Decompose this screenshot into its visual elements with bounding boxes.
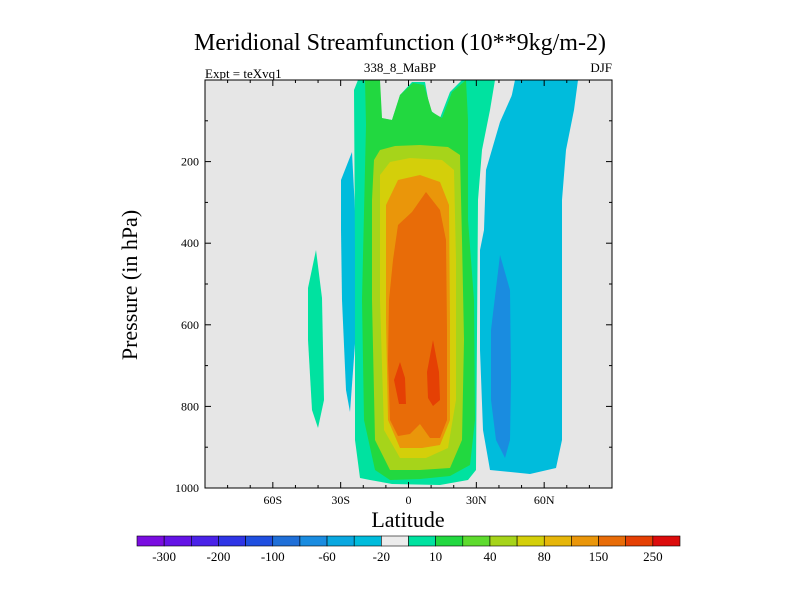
colorbar-swatch [191,535,219,547]
colorbar-swatch [462,535,491,547]
contour-nh-neg20-arm [484,95,522,250]
x-axis: 60S 30S 0 30N 60N [227,80,590,507]
colorbar-swatch [353,535,382,547]
contour-sh-outer-10 [308,250,324,428]
chart-title: Meridional Streamfunction (10**9kg/m-2) [194,30,606,56]
colorbar: -300 -200 -100 -60 -20 10 40 80 150 250 [136,535,681,564]
colorbar-swatch [489,535,518,547]
colorbar-swatch [272,535,301,547]
y-axis-label: Pressure (in hPa) [117,210,142,360]
colorbar-swatch [245,535,274,547]
colorbar-swatch [543,535,572,547]
y-tick-label: 400 [181,236,199,250]
colorbar-swatch [408,535,436,547]
colorbar-label: 10 [429,549,442,564]
y-axis: 200 400 600 800 1000 [175,120,612,495]
colorbar-swatch [625,535,654,547]
contour-core-left [394,362,406,404]
colorbar-swatch [218,535,246,547]
colorbar-label: -20 [373,549,390,564]
contour-fills [308,80,578,485]
colorbar-label: 80 [538,549,551,564]
colorbar-label: -100 [261,549,285,564]
colorbar-swatch [516,535,545,547]
colorbar-label: -60 [318,549,335,564]
contour-sh-secondary-neg20 [341,152,356,412]
experiment-label: Expt = teXvq1 [205,66,282,81]
x-tick-label: 60N [534,493,555,507]
colorbar-swatch [652,535,681,547]
x-tick-label: 0 [406,493,412,507]
colorbar-label: 40 [483,549,496,564]
x-tick-label: 30S [331,493,350,507]
y-tick-label: 200 [181,155,199,169]
season-label: DJF [590,60,612,75]
colorbar-swatch [326,535,355,547]
y-tick-label: 1000 [175,481,199,495]
colorbar-label: -300 [152,549,176,564]
colorbar-swatch [435,535,464,547]
x-tick-label: 60S [263,493,282,507]
colorbar-swatch [598,535,626,547]
contour-core-right [427,340,440,406]
colorbar-swatch [136,535,165,547]
x-axis-label: Latitude [371,507,444,532]
colorbar-swatch [299,535,328,547]
colorbar-swatch [381,535,409,547]
colorbar-swatch [571,535,599,547]
y-tick-label: 800 [181,399,199,413]
colorbar-label: 250 [643,549,663,564]
colorbar-label: -200 [207,549,231,564]
contour-nh-neg60 [491,255,511,458]
colorbar-swatch [163,535,192,547]
x-tick-label: 30N [466,493,487,507]
colorbar-label: 150 [589,549,609,564]
period-label: 338_8_MaBP [363,60,437,75]
y-tick-label: 600 [181,318,199,332]
